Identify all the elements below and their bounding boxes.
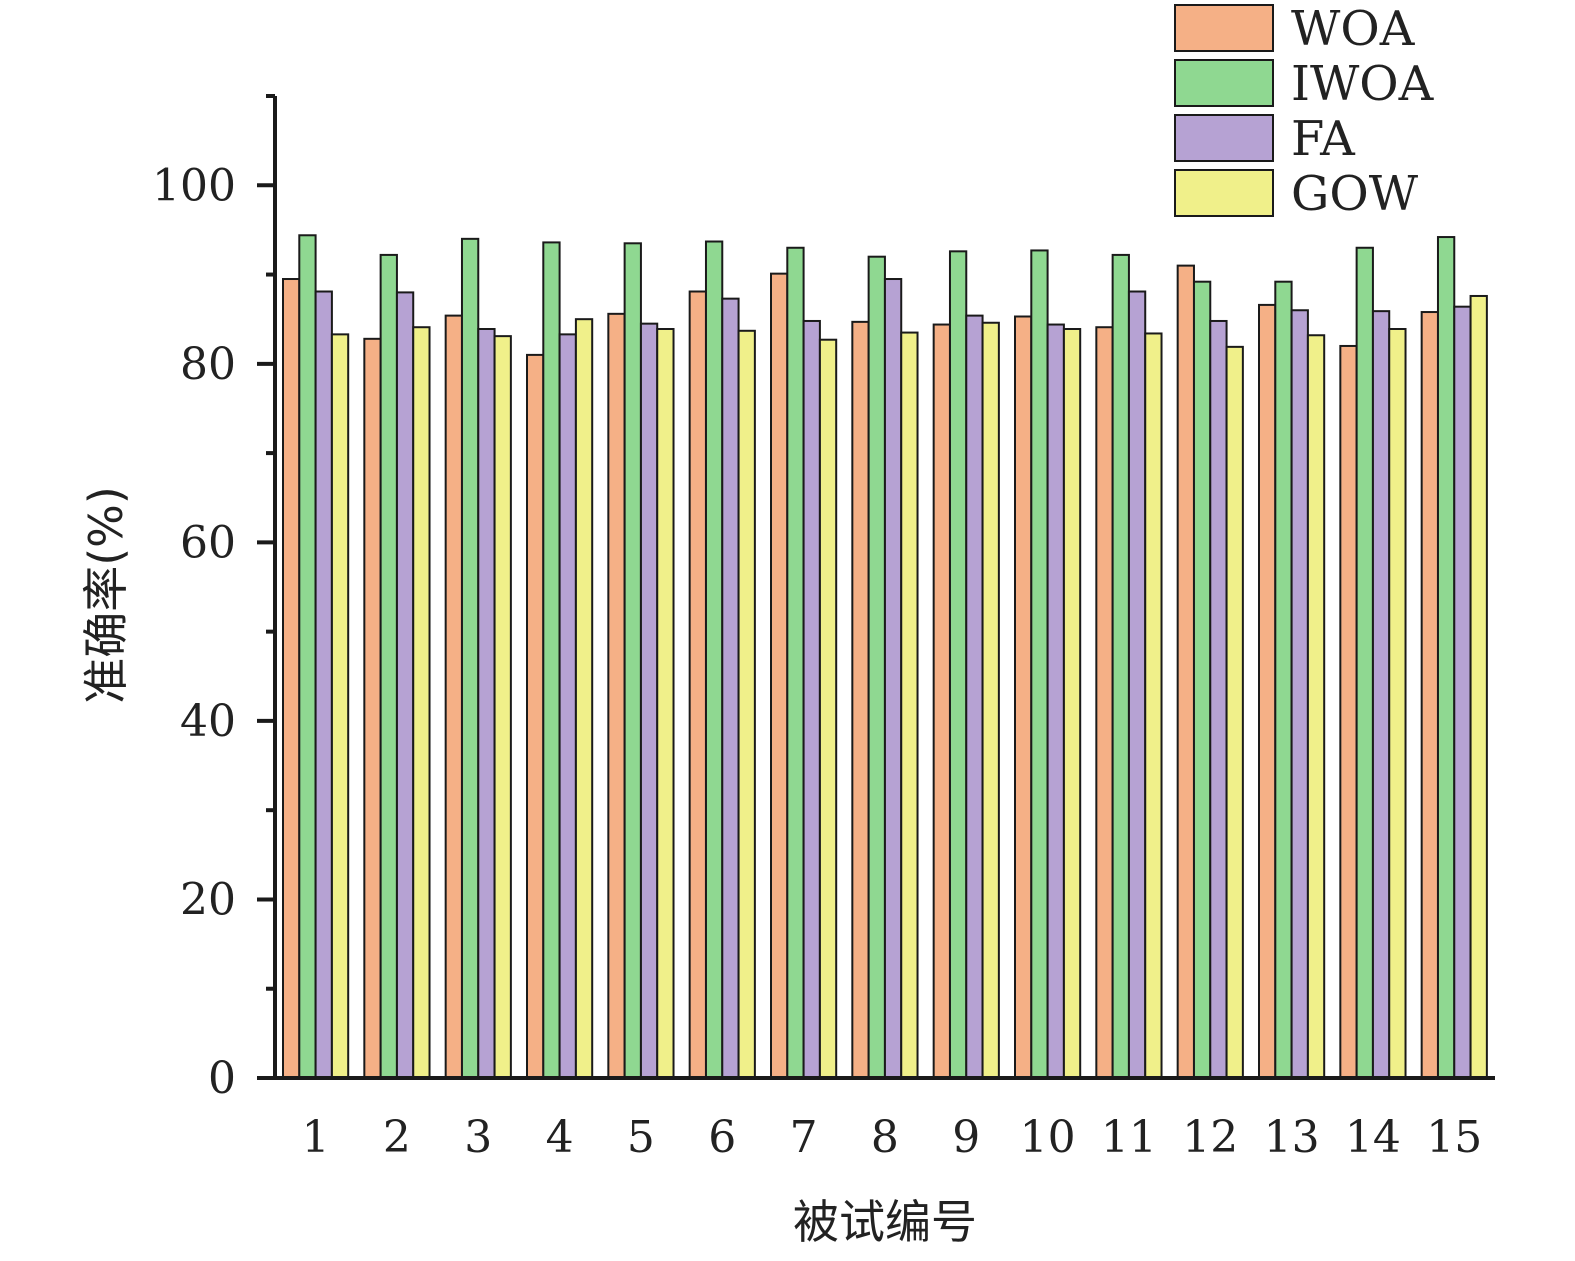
bar-woa-3 bbox=[444, 314, 463, 1079]
bar-gow-11 bbox=[1144, 332, 1163, 1080]
bar-fa-8 bbox=[883, 278, 903, 1079]
bar-fa-6 bbox=[721, 297, 740, 1079]
bar-gow-9 bbox=[981, 321, 1000, 1079]
bar-woa-1 bbox=[282, 278, 301, 1079]
y-tick-label-80: 80 bbox=[180, 339, 236, 390]
legend-label-fa: FA bbox=[1291, 111, 1356, 167]
bar-iwoa-15 bbox=[1436, 236, 1456, 1080]
bar-woa-14 bbox=[1339, 344, 1358, 1079]
legend-swatch-fa bbox=[1174, 114, 1274, 162]
y-tick-label-40: 40 bbox=[180, 696, 236, 747]
y-tick-label-100: 100 bbox=[152, 160, 236, 211]
x-axis-title: 被试编号 bbox=[793, 1195, 977, 1249]
x-tick-label-9: 9 bbox=[952, 1112, 980, 1163]
legend-swatch-gow bbox=[1174, 169, 1274, 217]
bar-woa-5 bbox=[607, 312, 626, 1079]
y-tick-label-60: 60 bbox=[180, 517, 236, 568]
bar-fa-4 bbox=[558, 333, 577, 1079]
x-tick-label-2: 2 bbox=[383, 1112, 411, 1163]
bar-woa-2 bbox=[363, 337, 382, 1079]
bar-woa-7 bbox=[770, 272, 789, 1079]
bar-woa-8 bbox=[851, 320, 870, 1079]
bar-fa-7 bbox=[802, 319, 821, 1080]
x-tick-label-10: 10 bbox=[1020, 1112, 1076, 1163]
legend-label-woa: WOA bbox=[1291, 1, 1416, 57]
bar-woa-12 bbox=[1176, 264, 1195, 1079]
bar-fa-14 bbox=[1371, 310, 1391, 1079]
x-tick-label-15: 15 bbox=[1426, 1112, 1482, 1163]
bar-iwoa-2 bbox=[379, 253, 398, 1080]
legend-label-gow: GOW bbox=[1291, 166, 1419, 222]
bar-gow-14 bbox=[1388, 328, 1407, 1079]
x-tick-label-7: 7 bbox=[790, 1112, 818, 1163]
bar-gow-3 bbox=[493, 335, 512, 1079]
bar-fa-1 bbox=[314, 290, 333, 1079]
bar-gow-10 bbox=[1062, 328, 1082, 1079]
bar-fa-2 bbox=[395, 291, 415, 1079]
bar-fa-13 bbox=[1290, 309, 1309, 1079]
x-tick-label-4: 4 bbox=[546, 1112, 574, 1163]
bar-woa-15 bbox=[1420, 311, 1439, 1080]
bar-iwoa-9 bbox=[948, 250, 968, 1079]
bar-iwoa-10 bbox=[1030, 249, 1049, 1079]
bar-gow-4 bbox=[574, 318, 594, 1079]
x-tick-label-12: 12 bbox=[1182, 1112, 1238, 1163]
legend-label-iwoa: IWOA bbox=[1291, 56, 1435, 112]
bar-fa-3 bbox=[477, 328, 496, 1079]
bar-gow-8 bbox=[900, 331, 919, 1079]
bar-gow-5 bbox=[656, 328, 675, 1079]
x-tick-label-13: 13 bbox=[1264, 1112, 1320, 1163]
x-tick-label-14: 14 bbox=[1345, 1112, 1401, 1163]
bar-iwoa-13 bbox=[1274, 280, 1293, 1079]
bar-fa-9 bbox=[965, 314, 984, 1079]
bar-iwoa-11 bbox=[1111, 253, 1130, 1080]
bar-fa-10 bbox=[1046, 323, 1065, 1080]
y-tick-label-20: 20 bbox=[180, 874, 236, 925]
legend-swatch-woa bbox=[1174, 4, 1274, 52]
bar-gow-6 bbox=[737, 329, 756, 1080]
x-tick-label-11: 11 bbox=[1101, 1112, 1157, 1163]
bar-gow-1 bbox=[330, 333, 350, 1079]
bar-woa-9 bbox=[932, 323, 951, 1080]
bar-iwoa-4 bbox=[542, 241, 561, 1080]
x-tick-label-8: 8 bbox=[871, 1112, 899, 1163]
bar-iwoa-7 bbox=[786, 246, 805, 1079]
bar-woa-13 bbox=[1258, 303, 1277, 1079]
bar-gow-7 bbox=[818, 338, 838, 1079]
bar-iwoa-1 bbox=[298, 234, 317, 1079]
bar-gow-12 bbox=[1225, 345, 1244, 1079]
bar-iwoa-12 bbox=[1192, 280, 1212, 1079]
bar-woa-6 bbox=[688, 290, 707, 1079]
bar-iwoa-8 bbox=[867, 255, 886, 1079]
bar-iwoa-6 bbox=[704, 240, 724, 1079]
y-axis-title: 准确率(%) bbox=[79, 486, 133, 704]
y-tick-label-0: 0 bbox=[208, 1053, 236, 1104]
bar-woa-10 bbox=[1014, 315, 1033, 1079]
x-tick-label-3: 3 bbox=[464, 1112, 492, 1163]
bars-layer bbox=[282, 234, 1488, 1080]
bar-iwoa-5 bbox=[623, 242, 642, 1080]
x-tick-label-6: 6 bbox=[708, 1112, 736, 1163]
bar-gow-2 bbox=[412, 326, 431, 1080]
bar-gow-13 bbox=[1306, 334, 1326, 1079]
bar-fa-5 bbox=[639, 322, 659, 1079]
bar-woa-11 bbox=[1095, 326, 1114, 1080]
x-tick-label-5: 5 bbox=[627, 1112, 655, 1163]
bar-woa-4 bbox=[526, 353, 545, 1079]
bar-iwoa-14 bbox=[1355, 246, 1374, 1079]
bar-iwoa-3 bbox=[460, 237, 480, 1079]
bar-fa-12 bbox=[1209, 319, 1228, 1080]
x-tick-label-1: 1 bbox=[302, 1112, 330, 1163]
bar-fa-15 bbox=[1453, 305, 1472, 1079]
bar-gow-15 bbox=[1469, 294, 1488, 1080]
bar-fa-11 bbox=[1127, 290, 1147, 1079]
legend-swatch-iwoa bbox=[1174, 59, 1274, 107]
